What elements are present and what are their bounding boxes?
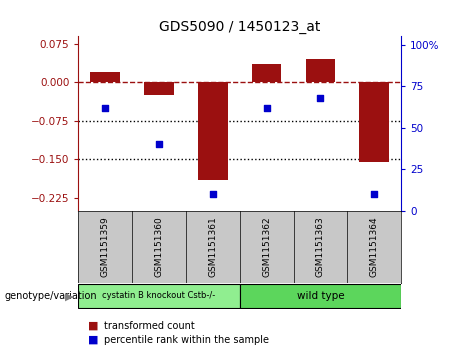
Text: wild type: wild type bbox=[296, 291, 344, 301]
Point bbox=[155, 141, 163, 147]
Text: genotype/variation: genotype/variation bbox=[5, 291, 97, 301]
Text: GSM1151359: GSM1151359 bbox=[101, 216, 110, 277]
Text: GSM1151360: GSM1151360 bbox=[154, 216, 164, 277]
Text: ■: ■ bbox=[88, 321, 98, 331]
Point bbox=[317, 95, 324, 101]
FancyBboxPatch shape bbox=[240, 285, 401, 308]
Text: GSM1151362: GSM1151362 bbox=[262, 216, 271, 277]
Point bbox=[371, 191, 378, 197]
Bar bbox=[198, 82, 228, 180]
Text: transformed count: transformed count bbox=[104, 321, 195, 331]
Bar bbox=[144, 82, 174, 95]
Point bbox=[209, 191, 217, 197]
Bar bbox=[90, 72, 120, 82]
Text: GSM1151363: GSM1151363 bbox=[316, 216, 325, 277]
Text: percentile rank within the sample: percentile rank within the sample bbox=[104, 335, 269, 345]
Bar bbox=[252, 65, 281, 82]
Text: cystatin B knockout Cstb-/-: cystatin B knockout Cstb-/- bbox=[102, 291, 216, 300]
Point bbox=[101, 105, 109, 111]
Title: GDS5090 / 1450123_at: GDS5090 / 1450123_at bbox=[159, 20, 320, 34]
Text: GSM1151364: GSM1151364 bbox=[370, 216, 378, 277]
Bar bbox=[360, 82, 389, 162]
Text: ▶: ▶ bbox=[65, 291, 74, 301]
Text: ■: ■ bbox=[88, 335, 98, 345]
Bar bbox=[306, 60, 335, 82]
Text: GSM1151361: GSM1151361 bbox=[208, 216, 217, 277]
Point bbox=[263, 105, 270, 111]
FancyBboxPatch shape bbox=[78, 285, 240, 308]
